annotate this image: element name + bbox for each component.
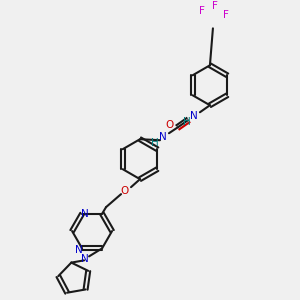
Text: N: N [81, 209, 89, 219]
Text: H: H [151, 138, 159, 148]
Text: O: O [120, 186, 128, 196]
Text: F: F [199, 6, 205, 16]
Text: F: F [223, 11, 229, 20]
Text: O: O [166, 120, 174, 130]
Text: H: H [183, 117, 191, 127]
Text: N: N [75, 245, 83, 255]
Text: N: N [81, 254, 89, 264]
Text: F: F [212, 2, 218, 11]
Text: N: N [190, 111, 198, 121]
Text: N: N [159, 132, 167, 142]
